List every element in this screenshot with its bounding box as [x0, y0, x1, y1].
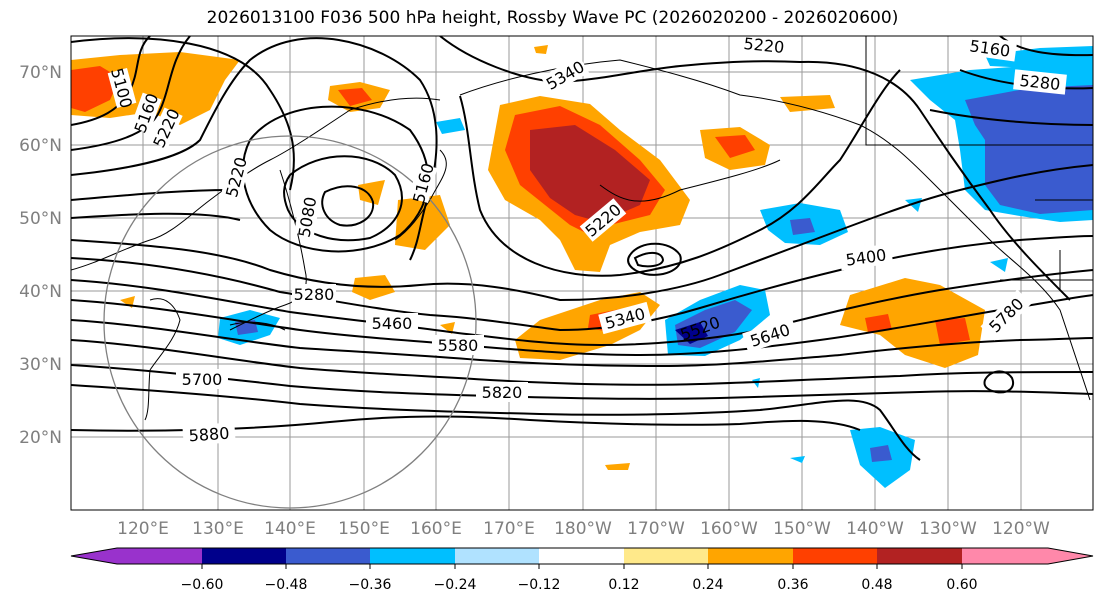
- colorbar-segment: [286, 548, 371, 564]
- reference-circle: [103, 135, 477, 509]
- lon-label: 130°E: [192, 519, 244, 539]
- lon-label: 160°W: [700, 519, 758, 539]
- lon-label: 140°E: [264, 519, 316, 539]
- contour-label: 5280: [1019, 71, 1061, 94]
- colorbar-tick-label: −0.48: [265, 577, 308, 593]
- colorbar-segment: [708, 548, 794, 564]
- map-title: 2026013100 F036 500 hPa height, Rossby W…: [206, 8, 899, 28]
- latitude-labels: 70°N 60°N 50°N 40°N 30°N 20°N: [19, 63, 62, 448]
- colorbar-tick-label: −0.36: [349, 577, 392, 593]
- colorbar-segment: [370, 548, 456, 564]
- colorbar-segment: [962, 548, 1093, 564]
- colorbar-tick-label: 0.24: [692, 577, 723, 593]
- lon-label: 170°E: [483, 519, 535, 539]
- contour-label: 5820: [482, 383, 523, 402]
- negative-anomaly-patches: [218, 46, 1093, 488]
- colorbar: [70, 547, 1094, 565]
- lon-label: 150°E: [338, 519, 390, 539]
- lon-label: 180°W: [554, 519, 612, 539]
- colorbar-segment: [877, 548, 963, 564]
- colorbar-segment: [71, 548, 203, 564]
- colorbar-segment: [455, 548, 540, 564]
- lon-label: 160°E: [410, 519, 462, 539]
- colorbar-tick-label: 0.12: [608, 577, 639, 593]
- map-border: [70, 35, 1094, 511]
- lat-label: 50°N: [19, 209, 62, 229]
- lon-label: 170°W: [627, 519, 685, 539]
- lon-label: 120°E: [117, 519, 169, 539]
- lon-label: 130°W: [919, 519, 977, 539]
- colorbar-segment: [624, 548, 709, 564]
- colorbar-tick-label: 0.48: [861, 577, 892, 593]
- lat-label: 20°N: [19, 428, 62, 448]
- positive-anomaly-patches: [71, 45, 985, 470]
- colorbar-segment: [539, 548, 625, 564]
- colorbar-ticks: −0.60 −0.48 −0.36 −0.24 −0.12 0.12 0.24 …: [181, 564, 978, 593]
- colorbar-tick-label: −0.24: [434, 577, 477, 593]
- contour-label: 5460: [372, 314, 413, 333]
- lon-label: 140°W: [846, 519, 904, 539]
- lon-label: 150°W: [773, 519, 831, 539]
- contour-label: 5700: [182, 370, 223, 389]
- contour-label: 5880: [188, 424, 230, 446]
- contour-label: 5580: [438, 336, 479, 355]
- colorbar-tick-label: −0.12: [518, 577, 561, 593]
- colorbar-segment: [202, 548, 287, 564]
- longitude-labels: 120°E 130°E 140°E 150°E 160°E 170°E 180°…: [117, 519, 1050, 539]
- lat-label: 30°N: [19, 355, 62, 375]
- colorbar-tick-label: −0.60: [181, 577, 224, 593]
- lon-label: 120°W: [992, 519, 1050, 539]
- colorbar-tick-label: 0.60: [946, 577, 977, 593]
- colorbar-tick-label: 0.36: [777, 577, 808, 593]
- height-contours: [71, 36, 1093, 461]
- contour-label: 5220: [743, 34, 785, 57]
- lat-label: 60°N: [19, 136, 62, 156]
- contour-label: 5280: [294, 285, 335, 304]
- lat-label: 40°N: [19, 282, 62, 302]
- colorbar-segment: [793, 548, 878, 564]
- lat-label: 70°N: [19, 63, 62, 83]
